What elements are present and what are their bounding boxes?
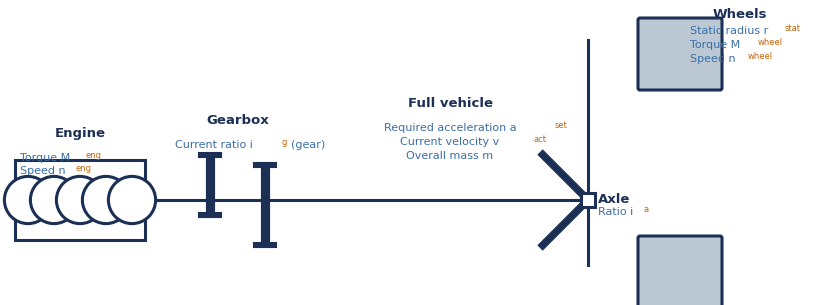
Text: Engine: Engine	[54, 127, 105, 140]
Text: Current ratio i: Current ratio i	[175, 140, 252, 150]
Text: eng: eng	[85, 151, 101, 160]
Text: Torque M: Torque M	[20, 153, 70, 163]
Text: wheel: wheel	[747, 52, 772, 61]
Text: (gear): (gear)	[291, 140, 325, 150]
Text: Required acceleration a: Required acceleration a	[383, 123, 516, 133]
Bar	[580, 193, 594, 207]
Text: Axle: Axle	[597, 193, 630, 206]
Text: g: g	[282, 138, 287, 147]
Text: eng: eng	[76, 164, 92, 173]
Text: Full vehicle: Full vehicle	[407, 97, 492, 110]
Circle shape	[108, 176, 155, 224]
Text: wheel: wheel	[757, 38, 782, 47]
Circle shape	[30, 176, 78, 224]
Text: stat: stat	[784, 24, 800, 33]
Text: Ratio i: Ratio i	[597, 207, 633, 217]
Text: Gearbox: Gearbox	[206, 114, 268, 127]
Text: act: act	[533, 135, 545, 144]
Text: Torque M: Torque M	[689, 40, 739, 50]
Bar	[15, 160, 145, 240]
Text: Overall mass m: Overall mass m	[406, 151, 493, 161]
Text: Speed n: Speed n	[689, 54, 735, 64]
Text: Speed n: Speed n	[20, 166, 65, 176]
Circle shape	[82, 176, 130, 224]
Text: a: a	[642, 205, 647, 214]
Circle shape	[56, 176, 104, 224]
Text: set: set	[554, 121, 567, 130]
Circle shape	[4, 176, 52, 224]
Text: Static radius r: Static radius r	[689, 26, 767, 36]
FancyBboxPatch shape	[637, 236, 721, 305]
Text: Wheels: Wheels	[712, 8, 767, 21]
Text: Current velocity v: Current velocity v	[400, 137, 499, 147]
FancyBboxPatch shape	[637, 18, 721, 90]
